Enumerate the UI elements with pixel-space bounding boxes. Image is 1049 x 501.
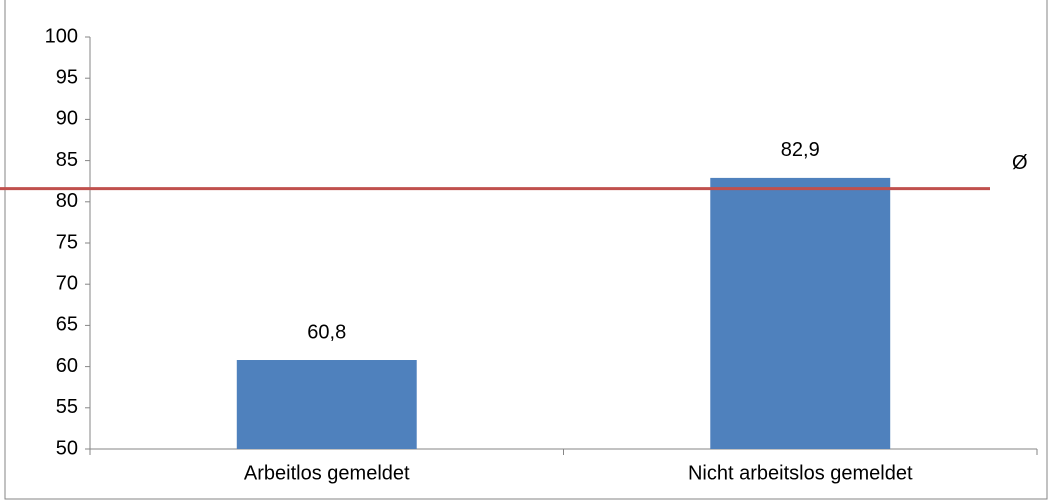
x-tick-label: Arbeitlos gemeldet [244, 462, 410, 484]
bar [236, 360, 417, 449]
value-label: 60,8 [307, 321, 346, 343]
y-tick-label: 85 [56, 149, 78, 171]
y-tick-label: 80 [56, 190, 78, 212]
y-tick-label: 50 [56, 437, 78, 459]
x-tick-label: Nicht arbeitslos gemeldet [688, 462, 913, 484]
reference-label: Ø [1012, 152, 1028, 174]
y-tick-label: 100 [45, 25, 78, 47]
y-tick-label: 95 [56, 66, 78, 88]
bar [710, 177, 891, 450]
y-tick-label: 90 [56, 108, 78, 130]
y-tick-label: 75 [56, 231, 78, 253]
y-tick-label: 70 [56, 272, 78, 294]
y-tick-label: 60 [56, 355, 78, 377]
y-tick-label: 65 [56, 314, 78, 336]
y-tick-label: 55 [56, 396, 78, 418]
chart-frame [4, 0, 1048, 500]
value-label: 82,9 [781, 139, 820, 161]
